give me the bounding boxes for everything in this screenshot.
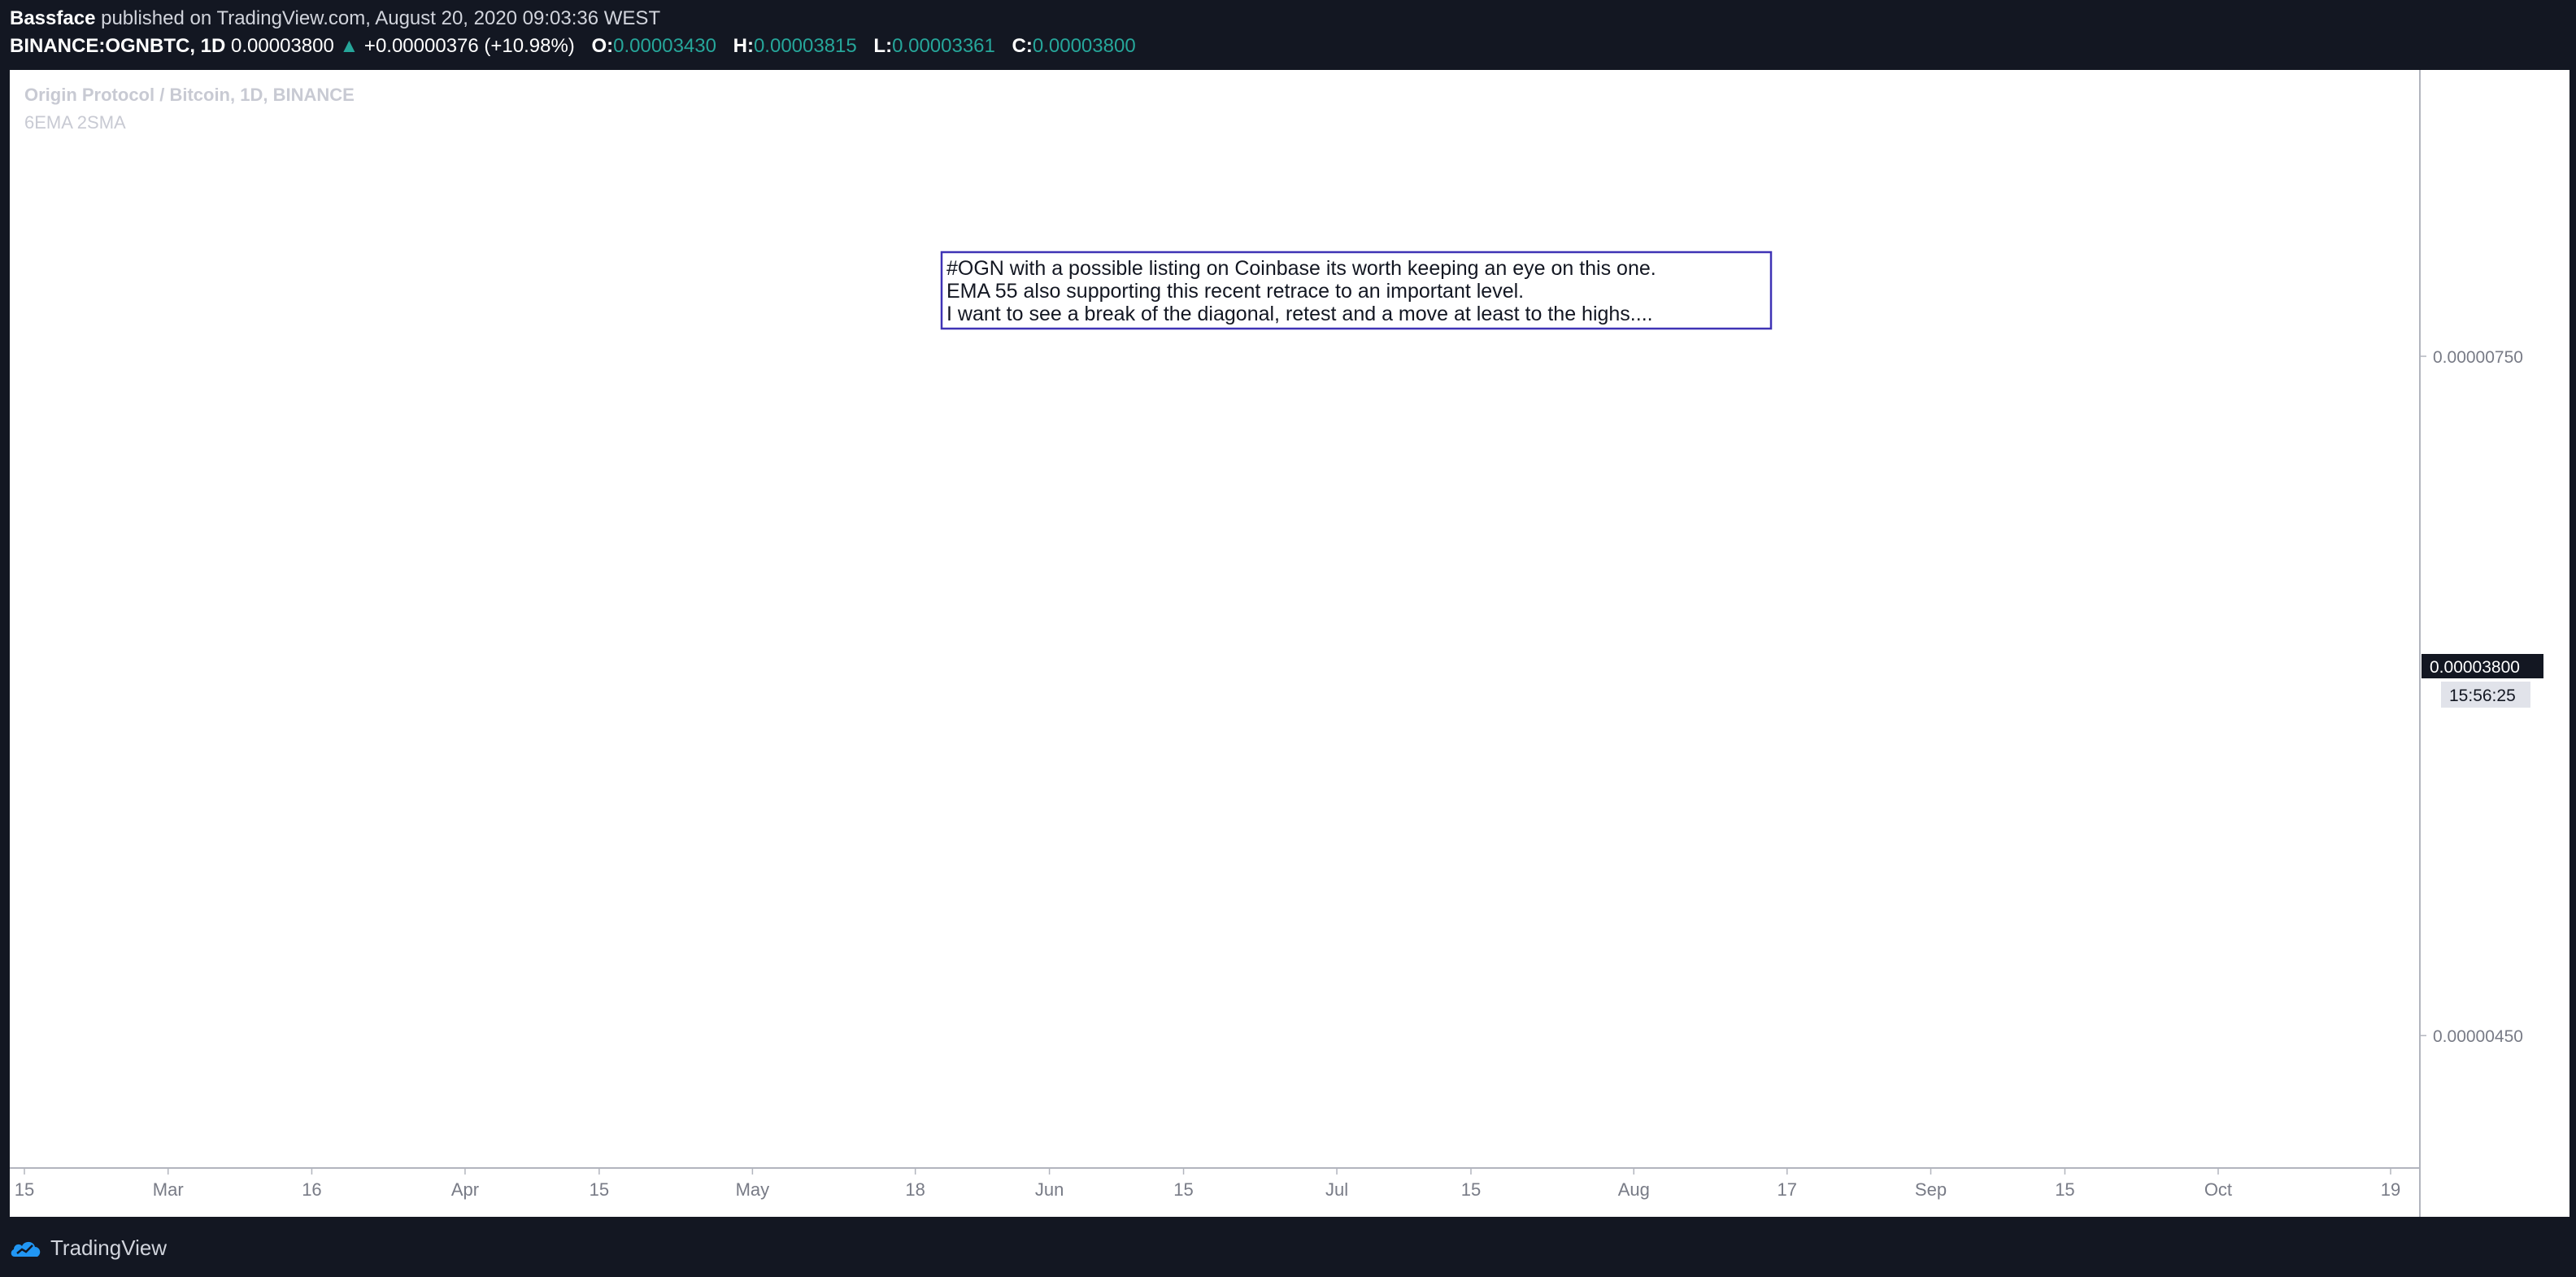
countdown-value: 15:56:25 <box>2449 686 2516 705</box>
x-tick-label: 16 <box>302 1179 321 1200</box>
x-tick-label: 19 <box>2381 1179 2400 1200</box>
x-tick-label: 15 <box>1461 1179 1481 1200</box>
x-tick-label: Mar <box>153 1179 184 1200</box>
low-value: 0.00003361 <box>892 35 995 57</box>
high-label: H: <box>733 35 754 57</box>
x-tick-label: 15 <box>590 1179 609 1200</box>
legend-indicator: 6EMA 2SMA <box>24 112 126 133</box>
x-tick-label: Aug <box>1618 1179 1650 1200</box>
close-value: 0.00003800 <box>1032 35 1136 57</box>
annotation-line-3: I want to see a break of the diagonal, r… <box>946 303 1653 325</box>
x-tick-label: Jun <box>1035 1179 1064 1200</box>
x-tick-label: Apr <box>451 1179 479 1200</box>
annotation-box[interactable]: #OGN with a possible listing on Coinbase… <box>940 251 1773 330</box>
price-axis: 0.000090000.000080000.000075000.00007000… <box>2420 348 2523 1046</box>
x-tick-label: Oct <box>2204 1179 2232 1200</box>
x-tick-label: 15 <box>15 1179 34 1200</box>
published-text: published on TradingView.com, August 20,… <box>101 7 661 29</box>
tradingview-logo[interactable]: TradingView <box>10 1231 167 1264</box>
x-tick-label: May <box>736 1179 770 1200</box>
price-change: +0.00000376 (+10.98%) <box>363 35 575 57</box>
countdown-badge: 15:56:25 <box>2441 682 2530 708</box>
x-tick-label: 15 <box>1173 1179 1193 1200</box>
tradingview-brand-text: TradingView <box>50 1235 168 1260</box>
last-price-badge: 0.00003800 <box>2422 654 2543 678</box>
legend-title: Origin Protocol / Bitcoin, 1D, BINANCE <box>24 85 355 105</box>
price-chart[interactable]: 0.000090000.000080000.000075000.00007000… <box>10 70 2569 1217</box>
chart-header: Bassface published on TradingView.com, A… <box>0 0 2576 70</box>
time-axis: 15 Mar 16 Apr 15 May 18 Jun 15 Jul 15 Aug 17 Sep 15 Oct… <box>15 1168 2400 1200</box>
annotation-line-1: #OGN with a possible listing on Coinbase… <box>946 257 1656 280</box>
author-name[interactable]: Bassface <box>10 7 96 29</box>
y-tick-label: 0.00000750 <box>2433 348 2523 367</box>
x-tick-label: 17 <box>1778 1179 1797 1200</box>
ohlc-line: BINANCE:OGNBTC, 1D 0.00003800 ▲ +0.00000… <box>10 34 1136 59</box>
publish-line: Bassface published on TradingView.com, A… <box>10 7 660 31</box>
x-tick-label: Jul <box>1325 1179 1348 1200</box>
chart-panel[interactable]: 0.000090000.000080000.000075000.00007000… <box>10 70 2569 1217</box>
last-price: 0.00003800 <box>231 35 334 57</box>
symbol-label: BINANCE:OGNBTC, 1D <box>10 35 226 57</box>
close-label: C: <box>1012 35 1033 57</box>
x-tick-label: 18 <box>905 1179 925 1200</box>
annotation-line-2: EMA 55 also supporting this recent retra… <box>946 280 1524 303</box>
open-value: 0.00003430 <box>613 35 716 57</box>
open-label: O: <box>591 35 614 57</box>
low-label: L: <box>873 35 893 57</box>
tradingview-cloud-icon <box>11 1241 41 1257</box>
last-price-badge-value: 0.00003800 <box>2430 658 2520 677</box>
up-triangle-icon: ▲ <box>339 35 359 57</box>
high-value: 0.00003815 <box>753 35 857 57</box>
footer-bar: TradingView <box>0 1217 2576 1277</box>
x-tick-label: 15 <box>2055 1179 2074 1200</box>
y-tick-label: 0.00000450 <box>2433 1027 2523 1046</box>
x-tick-label: Sep <box>1915 1179 1947 1200</box>
